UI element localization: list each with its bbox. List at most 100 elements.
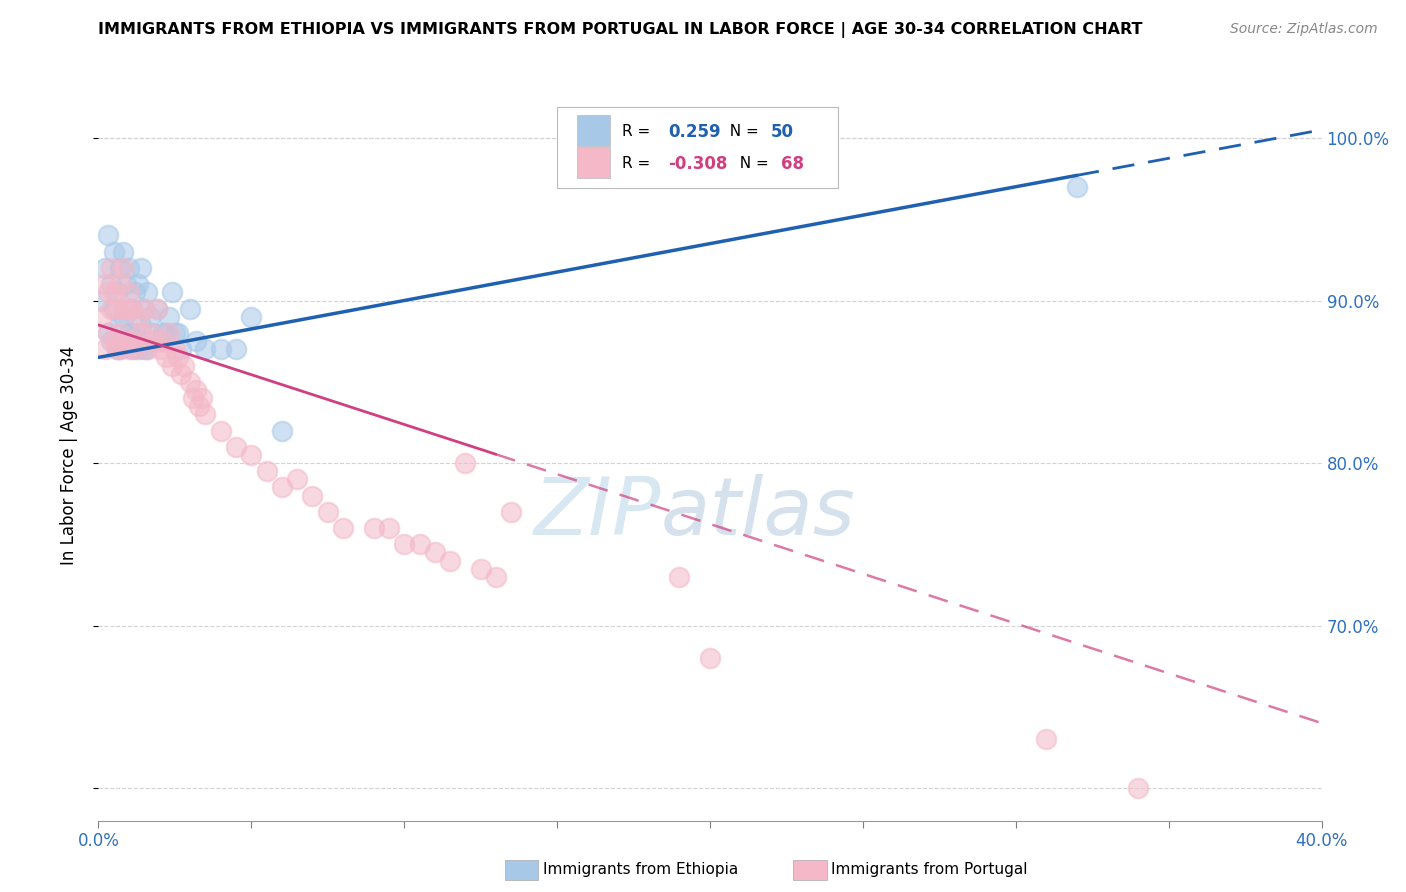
Point [270, 424, 292, 438]
Point [127, 343, 149, 357]
Point [256, 464, 278, 478]
Point [121, 301, 143, 316]
Point [167, 351, 190, 365]
Text: R =: R = [621, 124, 655, 139]
Point [111, 260, 134, 275]
Text: 50: 50 [772, 122, 794, 141]
Point [485, 570, 508, 584]
Point [392, 537, 416, 551]
FancyBboxPatch shape [576, 115, 610, 145]
Point [90, 310, 112, 324]
Point [118, 260, 141, 275]
Point [115, 277, 138, 292]
Point [270, 480, 292, 494]
Point [108, 260, 131, 275]
Point [179, 301, 201, 316]
Point [186, 334, 208, 348]
Text: 68: 68 [780, 155, 804, 173]
Point [501, 505, 523, 519]
Text: ZIP: ZIP [534, 475, 661, 552]
Point [127, 277, 149, 292]
Point [668, 570, 690, 584]
Point [121, 301, 143, 316]
Point [136, 285, 159, 300]
Point [105, 343, 128, 357]
Point [1035, 732, 1057, 747]
Point [100, 277, 122, 292]
Text: Source: ZipAtlas.com: Source: ZipAtlas.com [1230, 22, 1378, 37]
Point [225, 440, 247, 454]
Point [155, 351, 177, 365]
Point [103, 285, 125, 300]
Point [105, 285, 128, 300]
Point [423, 545, 446, 559]
Point [209, 424, 232, 438]
Point [103, 244, 125, 259]
Point [363, 521, 385, 535]
Point [118, 343, 141, 357]
Point [108, 277, 131, 292]
Point [115, 334, 138, 348]
Point [108, 343, 131, 357]
Point [470, 562, 492, 576]
Point [173, 359, 195, 373]
Point [118, 285, 141, 300]
Point [285, 472, 308, 486]
Point [157, 310, 180, 324]
Point [194, 407, 217, 421]
Point [155, 326, 177, 340]
Point [454, 456, 477, 470]
Point [129, 260, 152, 275]
Point [121, 343, 143, 357]
Point [103, 334, 125, 348]
Point [93, 343, 115, 357]
Text: R =: R = [621, 156, 655, 171]
Point [225, 343, 247, 357]
Point [115, 334, 138, 348]
Point [105, 301, 128, 316]
Point [134, 343, 156, 357]
Y-axis label: In Labor Force | Age 30-34: In Labor Force | Age 30-34 [59, 345, 77, 565]
Point [142, 326, 165, 340]
Point [105, 343, 128, 357]
Point [152, 326, 174, 340]
Point [97, 326, 120, 340]
Point [145, 301, 167, 316]
Point [194, 343, 217, 357]
Point [160, 285, 183, 300]
Point [115, 301, 138, 316]
Point [188, 399, 211, 413]
Point [163, 343, 186, 357]
Point [129, 318, 152, 332]
Point [108, 343, 131, 357]
Point [97, 326, 120, 340]
Point [149, 343, 172, 357]
Point [145, 301, 167, 316]
Point [97, 228, 120, 243]
Point [209, 343, 232, 357]
Point [301, 489, 323, 503]
Point [170, 343, 193, 357]
Point [240, 310, 263, 324]
Point [100, 260, 122, 275]
Point [136, 343, 159, 357]
Point [139, 310, 162, 324]
Point [378, 521, 401, 535]
Text: 0.259: 0.259 [668, 122, 721, 141]
Point [167, 326, 190, 340]
Point [108, 318, 131, 332]
Point [111, 301, 134, 316]
Point [100, 334, 122, 348]
Text: IMMIGRANTS FROM ETHIOPIA VS IMMIGRANTS FROM PORTUGAL IN LABOR FORCE | AGE 30-34 : IMMIGRANTS FROM ETHIOPIA VS IMMIGRANTS F… [98, 22, 1143, 38]
Point [699, 651, 721, 665]
Point [136, 343, 159, 357]
Point [142, 334, 165, 348]
Point [316, 505, 339, 519]
Point [90, 293, 112, 308]
Point [108, 326, 131, 340]
Point [1066, 179, 1088, 194]
Point [100, 301, 122, 316]
Point [124, 285, 146, 300]
Point [170, 367, 193, 381]
Point [127, 310, 149, 324]
